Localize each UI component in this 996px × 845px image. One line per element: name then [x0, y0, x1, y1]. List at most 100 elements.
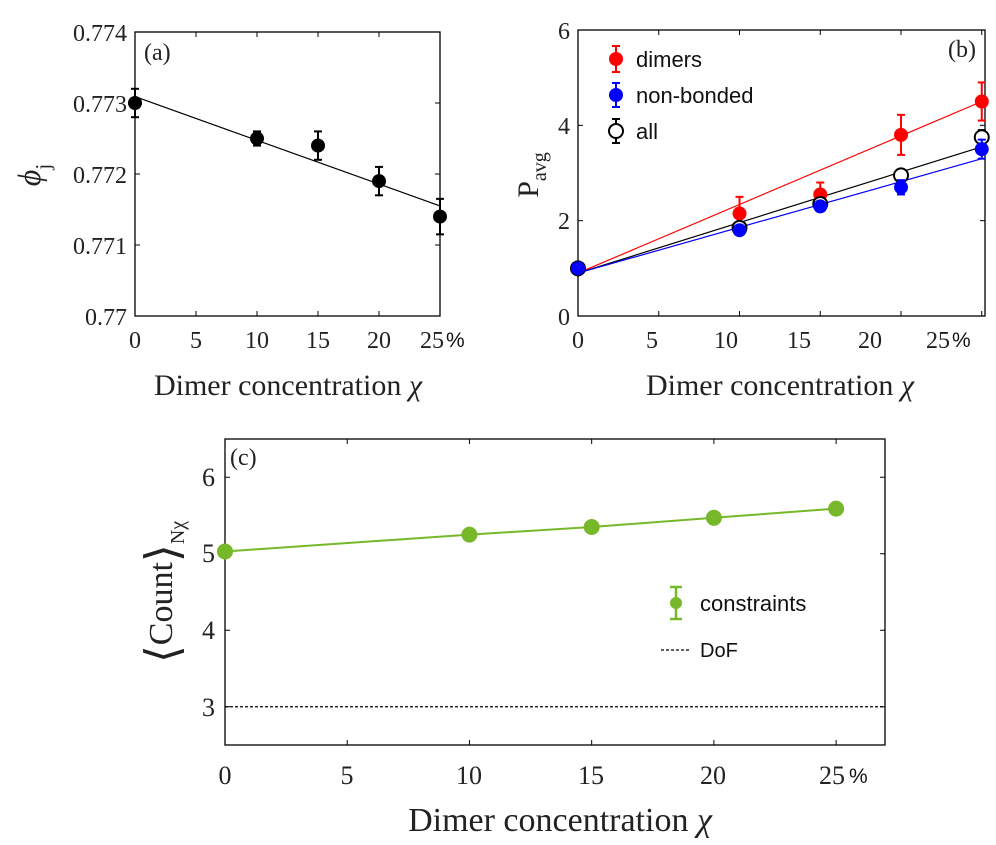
- panel-c-legend: constraints DoF: [661, 585, 806, 662]
- panel-b-ytick-0: 0: [558, 305, 570, 331]
- panel-a-fit-lines: [134, 96, 441, 207]
- phi-j-point: [433, 209, 447, 224]
- svg-text:Pavg: Pavg: [512, 152, 551, 198]
- panel-b-ylabel-sub: avg: [529, 152, 551, 181]
- panel-a-xtick-20: 20: [367, 328, 391, 354]
- panel-c-percent-unit: %: [849, 765, 868, 788]
- panel-a-xlabel: Dimer concentration χ: [154, 369, 423, 402]
- svg-text:ϕj: ϕj: [11, 164, 55, 186]
- phi-j-point: [311, 138, 325, 153]
- panel-c-xtick-25: 25: [819, 761, 845, 790]
- panel-b-xtick-10: 10: [714, 328, 738, 354]
- legend-label-dimers: dimers: [636, 47, 702, 72]
- non-bonded-fit-line: [577, 158, 982, 274]
- panel-a-xtick-25: 25: [420, 328, 444, 354]
- panel-b-xtick-25: 25: [926, 328, 950, 354]
- panel-b-ytick-2: 2: [558, 209, 570, 235]
- panel-c-axes-box: [224, 438, 886, 746]
- constraints-line: [224, 507, 837, 553]
- panel-a-ytick-1: 0.771: [73, 234, 127, 260]
- panel-a-ylabel-sub: j: [31, 164, 55, 171]
- constraints-point: [828, 500, 845, 517]
- panel-a: (a) 0.77 0.771 0.772 0.773 0.774 0 5 10 …: [11, 21, 465, 402]
- panel-a-axes-box: [134, 31, 441, 317]
- dimers-point: [732, 206, 747, 221]
- panel-a-ytick-0: 0.77: [85, 305, 127, 331]
- panel-c-xtick-20: 20: [700, 761, 726, 790]
- panel-a-percent-unit: %: [446, 329, 465, 352]
- panel-c-ylabel-right-angle: ⟩: [137, 544, 188, 562]
- panel-a-ytick-3: 0.773: [73, 92, 127, 118]
- non-bonded-point: [974, 142, 989, 157]
- panel-b-ylabel-main: P: [512, 181, 545, 198]
- svg-text:⟨Count⟩Nχ: ⟨Count⟩Nχ: [137, 521, 189, 663]
- panel-b-data-marks: [570, 81, 990, 277]
- panel-c-xtick-15: 15: [578, 761, 604, 790]
- panel-a-ylabel-symbol: ϕ: [11, 170, 47, 187]
- panel-b-xtick-0: 0: [572, 328, 584, 354]
- panel-b-ytick-4: 4: [558, 114, 570, 140]
- panel-c-data-marks: [217, 500, 885, 708]
- panel-b-percent-unit: %: [952, 329, 971, 352]
- panel-c-xtick-0: 0: [219, 761, 232, 790]
- panel-c-ytick-6: 6: [202, 463, 215, 492]
- non-bonded-point: [813, 199, 828, 214]
- panel-c-label: (c): [230, 445, 257, 471]
- non-bonded-point: [894, 180, 909, 195]
- panel-b-ytick-6: 6: [558, 19, 570, 45]
- panel-c-xlabel: Dimer concentration χ: [408, 802, 713, 839]
- phi-j-point: [250, 131, 264, 146]
- legend-marker-non-bonded: [609, 82, 623, 108]
- panel-b-fit-lines: [577, 100, 983, 274]
- panel-b-xtick-15: 15: [787, 328, 811, 354]
- constraints-point: [583, 518, 600, 535]
- panel-c-ylabel-sub: Nχ: [167, 521, 189, 544]
- panel-c-ytick-5: 5: [202, 539, 215, 568]
- legend-marker-constraints: [670, 585, 682, 621]
- panel-a-tick-marks: [134, 31, 441, 317]
- panel-b-xlabel: Dimer concentration χ: [646, 369, 915, 402]
- legend-marker-dimers: [609, 45, 623, 73]
- phi-j-fit-line: [134, 96, 441, 207]
- constraints-point: [705, 509, 722, 526]
- non-bonded-point: [571, 261, 585, 276]
- legend-label-constraints: constraints: [700, 591, 806, 616]
- phi-j-point: [372, 174, 386, 189]
- panel-a-xtick-15: 15: [306, 328, 330, 354]
- panel-b-ylabel: Pavg: [512, 152, 551, 198]
- panel-c: (c) 3 4 5 6 0 5 10 15 20 25 % Dimer conc…: [137, 438, 886, 839]
- panel-c-ylabel-main: Count: [143, 562, 180, 646]
- panel-a-ytick-2: 0.772: [73, 163, 127, 189]
- phi-j-point: [128, 96, 142, 110]
- panel-a-ylabel: ϕj: [11, 164, 55, 186]
- panel-b-axes-box: [577, 29, 986, 317]
- panel-a-data-marks: [128, 87, 447, 236]
- panel-b-label: (b): [948, 37, 976, 63]
- dimers-point: [974, 94, 989, 109]
- panel-c-ylabel-left-angle: ⟨: [137, 645, 188, 663]
- all-fit-line: [577, 146, 982, 274]
- legend-marker-all: [608, 118, 624, 144]
- legend-label-all: all: [636, 119, 658, 144]
- panel-c-ytick-3: 3: [202, 693, 215, 722]
- panel-a-xtick-0: 0: [129, 328, 141, 354]
- panel-a-label: (a): [144, 40, 171, 66]
- non-bonded-point: [732, 223, 747, 238]
- panel-a-xtick-5: 5: [190, 328, 202, 354]
- panel-b-legend: dimers non-bonded all: [608, 45, 753, 144]
- constraints-point: [461, 526, 478, 543]
- legend-label-non-bonded: non-bonded: [636, 83, 753, 108]
- panel-c-xtick-10: 10: [456, 761, 482, 790]
- panel-b-tick-marks: [577, 29, 985, 317]
- panel-c-ylabel: ⟨Count⟩Nχ: [137, 521, 189, 663]
- panel-a-ytick-4: 0.774: [73, 21, 127, 47]
- constraints-point: [217, 543, 233, 560]
- panel-c-ytick-4: 4: [202, 616, 215, 645]
- panel-a-xtick-10: 10: [245, 328, 269, 354]
- dimers-fit-line: [577, 100, 983, 274]
- panel-b-xtick-5: 5: [646, 328, 658, 354]
- panel-b: (b) 0 2 4 6 0 5 10 15 20 25 % Dimer conc…: [512, 19, 990, 402]
- dimers-point: [894, 127, 909, 142]
- panel-c-xtick-5: 5: [341, 761, 354, 790]
